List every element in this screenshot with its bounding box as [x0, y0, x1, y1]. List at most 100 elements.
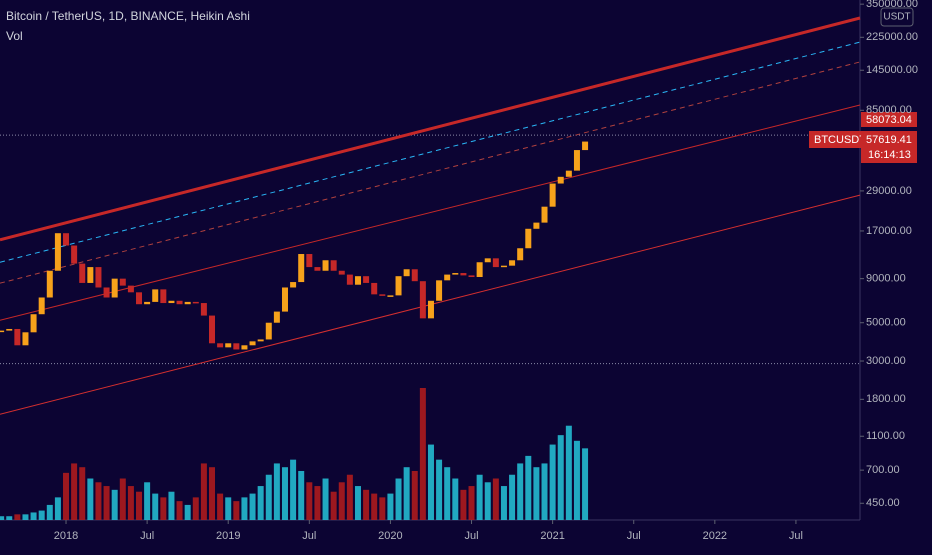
candle: [322, 260, 329, 271]
volume-bar: [103, 486, 110, 520]
candle: [419, 281, 426, 319]
volume-bar: [257, 486, 264, 520]
volume-bar: [330, 491, 337, 520]
y-tick-label: 85000.00: [866, 104, 912, 116]
x-tick-label: Jul: [302, 530, 316, 542]
candle: [79, 263, 86, 283]
volume-bar: [322, 478, 329, 520]
candle: [444, 274, 451, 281]
candle: [403, 269, 410, 277]
candle: [160, 289, 167, 304]
trend-line: [0, 104, 861, 321]
volume-bar: [419, 388, 426, 520]
volume-bar: [533, 467, 540, 520]
candle: [144, 301, 151, 305]
candle: [71, 245, 78, 264]
x-tick-label: Jul: [627, 530, 641, 542]
trend-line: [0, 41, 861, 263]
y-tick-label: 1800.00: [866, 393, 906, 405]
volume-bar: [217, 493, 224, 520]
x-tick-label: 2019: [216, 530, 240, 542]
candle: [492, 258, 499, 268]
volume-bar: [184, 504, 191, 520]
y-tick-label: 9000.00: [866, 273, 906, 285]
candle: [500, 265, 507, 268]
candle: [436, 280, 443, 301]
volume-bar: [14, 514, 21, 520]
candle: [184, 301, 191, 305]
price-label-box: [861, 131, 917, 163]
candle: [217, 343, 224, 348]
candle: [460, 273, 467, 276]
x-tick-label: Jul: [464, 530, 478, 542]
trend-line: [0, 16, 861, 242]
volume-bar: [63, 472, 70, 520]
candle: [298, 254, 305, 283]
volume-bar: [476, 474, 483, 520]
symbol-label-box: [809, 131, 861, 148]
volume-bar: [500, 486, 507, 520]
volume-bar: [565, 425, 572, 520]
candle: [484, 258, 491, 263]
chart-title: Bitcoin / TetherUS, 1D, BINANCE, Heikin …: [6, 9, 250, 23]
candle: [509, 260, 516, 266]
candle: [273, 311, 280, 323]
volume-bar: [346, 474, 353, 520]
candle: [533, 222, 540, 229]
volume-bar: [79, 467, 86, 520]
volume-bar: [484, 482, 491, 520]
candle: [87, 267, 94, 283]
candle: [0, 330, 5, 333]
volume-bar: [379, 497, 386, 520]
volume-bar: [208, 467, 215, 520]
volume-bar: [314, 486, 321, 520]
volume-bar: [111, 489, 118, 520]
volume-bar: [225, 497, 232, 520]
candle: [549, 183, 556, 207]
volume-bar: [460, 489, 467, 520]
x-tick-label: 2018: [54, 530, 78, 542]
candle: [38, 297, 45, 315]
candle: [111, 278, 118, 298]
y-tick-label: 17000.00: [866, 225, 912, 237]
volume-bar: [427, 444, 434, 520]
countdown-label: 16:14:13: [868, 149, 911, 161]
candle: [54, 233, 61, 271]
candle: [257, 339, 264, 342]
candle: [168, 300, 175, 304]
volume-bar: [22, 514, 29, 520]
candle: [468, 275, 475, 277]
candle: [387, 295, 394, 297]
volume-bar: [403, 467, 410, 520]
candle: [395, 276, 402, 296]
candle: [338, 270, 345, 275]
y-tick-label: 145000.00: [866, 64, 918, 76]
candle: [103, 287, 110, 298]
candle: [371, 282, 378, 295]
volume-label: Vol: [6, 29, 23, 43]
candle: [354, 276, 361, 285]
volume-bar: [363, 489, 370, 520]
candle: [525, 228, 532, 249]
symbol-label: BTCUSDT: [814, 134, 866, 146]
y-tick-label: 225000.00: [866, 31, 918, 43]
y-tick-label: 450.00: [866, 497, 900, 509]
volume-bar: [152, 493, 159, 520]
candle: [557, 176, 564, 184]
candle: [200, 303, 207, 316]
volume-bar: [525, 455, 532, 520]
volume-bar: [0, 516, 5, 520]
volume-bar: [387, 493, 394, 520]
volume-bar: [306, 482, 313, 520]
candle: [233, 343, 240, 350]
candle: [427, 300, 434, 319]
volume-bar: [160, 497, 167, 520]
currency-badge[interactable]: [880, 7, 914, 27]
volume-bar: [452, 478, 459, 520]
volume-bar: [71, 463, 78, 520]
volume-bar: [371, 493, 378, 520]
volume-bar: [200, 463, 207, 520]
volume-bar: [573, 440, 580, 520]
candle: [6, 328, 13, 331]
